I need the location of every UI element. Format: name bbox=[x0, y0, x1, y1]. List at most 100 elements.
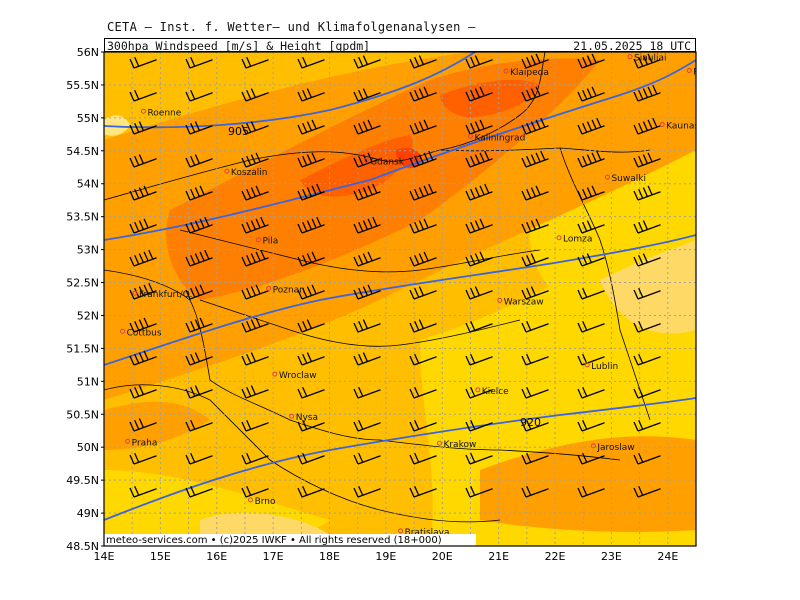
wind-barb bbox=[521, 420, 549, 432]
valid-time: 21.05.2025 18 UTC bbox=[573, 39, 691, 53]
wind-barb bbox=[465, 486, 493, 498]
borders bbox=[104, 52, 651, 523]
wind-barb bbox=[521, 253, 549, 267]
wind-barb bbox=[185, 420, 213, 432]
wind-barb bbox=[297, 319, 325, 333]
wind-barb bbox=[353, 216, 381, 234]
wind-barb bbox=[297, 453, 325, 465]
wind-barb bbox=[297, 216, 325, 234]
lat-tick-label: 51.5N bbox=[66, 342, 99, 355]
lat-tick-label: 55.5N bbox=[66, 79, 99, 92]
field-light-east bbox=[600, 240, 696, 334]
wind-barb bbox=[465, 150, 493, 168]
lat-tick-label: 54.5N bbox=[66, 145, 99, 158]
wind-barb bbox=[241, 249, 269, 267]
wind-barb bbox=[465, 218, 493, 234]
city-label: Cottbus bbox=[127, 328, 162, 338]
city-marker bbox=[503, 68, 509, 74]
wind-barb bbox=[241, 420, 269, 432]
wind-barb bbox=[185, 317, 213, 333]
city-marker bbox=[475, 387, 481, 393]
wind-barb bbox=[185, 284, 213, 300]
wind-barb bbox=[353, 420, 381, 432]
city-marker bbox=[604, 174, 610, 180]
wind-barb bbox=[409, 218, 437, 234]
wind-barb bbox=[521, 486, 549, 498]
wind-barb bbox=[521, 150, 549, 168]
city-marker bbox=[140, 108, 146, 114]
lat-tick-label: 56N bbox=[77, 46, 99, 59]
wind-barb bbox=[409, 453, 437, 465]
wind-barb bbox=[577, 53, 605, 69]
wind-barb bbox=[129, 486, 157, 498]
lon-tick-label: 21E bbox=[488, 550, 509, 563]
wind-barb bbox=[129, 90, 157, 102]
wind-barb bbox=[129, 418, 157, 432]
product-label: 300hpa Windspeed [m/s] & Height [gpdm] bbox=[107, 39, 371, 53]
wind-barb bbox=[521, 354, 549, 366]
lon-tick-label: 23E bbox=[601, 550, 622, 563]
city-marker bbox=[467, 133, 473, 139]
wind-barb bbox=[521, 185, 549, 201]
wind-barb bbox=[409, 55, 437, 69]
wind-barb bbox=[185, 385, 213, 399]
wind-barb bbox=[185, 216, 213, 234]
wind-barb bbox=[409, 420, 437, 432]
city-label: Gdansk bbox=[370, 158, 405, 168]
city-marker bbox=[556, 235, 562, 241]
city-marker bbox=[224, 168, 230, 174]
wind-barb bbox=[409, 251, 437, 267]
wind-barb bbox=[521, 218, 549, 234]
wind-barb bbox=[521, 86, 549, 102]
city-label: Kielce bbox=[482, 387, 509, 397]
wind-barb bbox=[521, 286, 549, 300]
city-marker bbox=[436, 440, 442, 446]
wind-barb bbox=[521, 321, 549, 333]
lat-tick-label: 50N bbox=[77, 441, 99, 454]
lon-tick-label: 24E bbox=[657, 550, 678, 563]
height-contours bbox=[104, 52, 696, 521]
wind-barb bbox=[353, 152, 381, 168]
wind-barb bbox=[129, 385, 157, 399]
wind-barb bbox=[353, 119, 381, 135]
map-title: CETA – Inst. f. Wetter– und Klimafolgena… bbox=[107, 20, 476, 34]
city-label: Panevezys bbox=[693, 67, 741, 77]
city-label: Lomza bbox=[563, 235, 592, 245]
wind-barb bbox=[297, 486, 325, 498]
city-label: Poznan bbox=[273, 285, 305, 295]
wind-barb bbox=[353, 284, 381, 300]
city-marker bbox=[584, 362, 590, 368]
city-marker bbox=[497, 297, 503, 303]
wind-barb bbox=[577, 220, 605, 234]
city-label: Kaliningrad bbox=[474, 133, 525, 143]
wind-barb bbox=[577, 288, 605, 300]
wind-barb bbox=[129, 154, 157, 168]
wind-barb bbox=[241, 88, 269, 102]
wind-barb bbox=[633, 420, 661, 432]
wind-barb bbox=[465, 251, 493, 267]
wind-barb bbox=[409, 86, 437, 102]
wind-barb bbox=[297, 387, 325, 399]
city-marker bbox=[363, 158, 369, 164]
wind-barb bbox=[353, 387, 381, 399]
wind-barb bbox=[465, 183, 493, 201]
map-frame bbox=[103, 51, 697, 547]
city-label: Frankfurt/O. bbox=[139, 290, 192, 300]
city-marker bbox=[125, 438, 131, 444]
wind-barb bbox=[241, 317, 269, 333]
wind-barb bbox=[129, 57, 157, 69]
wind-barb bbox=[353, 183, 381, 201]
lat-tick-label: 54N bbox=[77, 178, 99, 191]
coastline bbox=[104, 52, 546, 201]
city-label: Koszalin bbox=[231, 168, 268, 178]
wind-barb bbox=[297, 284, 325, 300]
city-label: Roenne bbox=[147, 108, 181, 118]
wind-barb bbox=[353, 486, 381, 498]
wind-barb bbox=[297, 57, 325, 69]
wind-barb bbox=[297, 119, 325, 135]
wind-barb bbox=[521, 453, 549, 465]
wind-barb bbox=[185, 90, 213, 102]
city-label: Bratislava bbox=[405, 528, 450, 538]
contour-920 bbox=[104, 397, 696, 521]
city-marker bbox=[272, 371, 278, 377]
